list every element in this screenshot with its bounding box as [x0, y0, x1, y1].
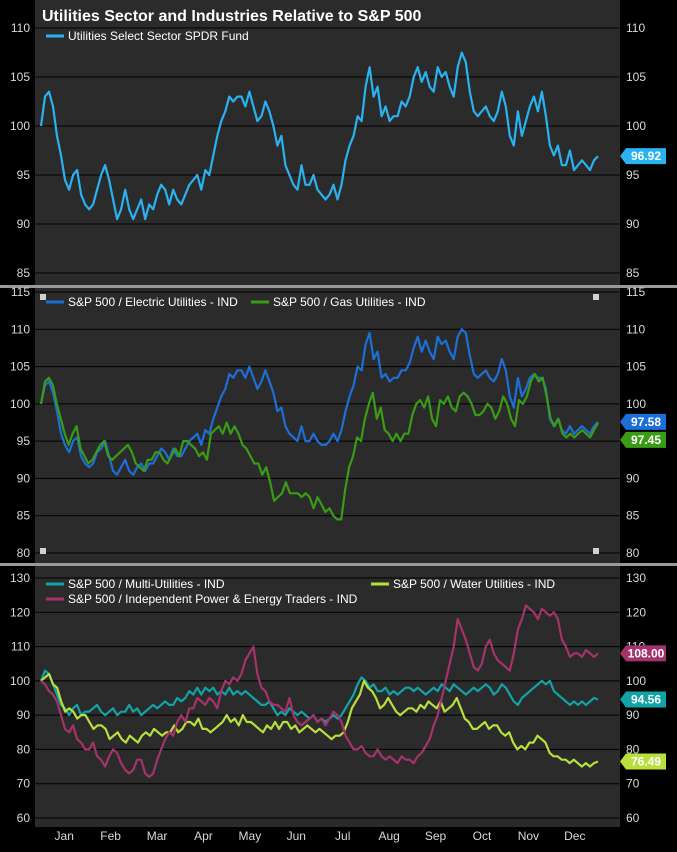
y-tick-label-left: 110	[11, 322, 30, 336]
y-tick-label-right: 80	[626, 546, 640, 560]
month-label: Dec	[564, 829, 585, 843]
last-value-label: 94.56	[631, 693, 661, 707]
y-tick-label-left: 115	[11, 285, 30, 299]
y-tick-label-left: 70	[17, 777, 31, 791]
series-line-s-p-500-gas-utilities-ind	[39, 372, 599, 521]
y-tick-label-right: 110	[626, 322, 645, 336]
last-value-badge: 97.58	[620, 413, 666, 430]
month-label: Mar	[147, 829, 168, 843]
last-value-label: 96.92	[631, 149, 661, 163]
badge-shape	[620, 148, 666, 165]
month-label: Jun	[287, 829, 306, 843]
y-tick-label-left: 130	[10, 571, 30, 585]
y-tick-label-right: 105	[626, 70, 646, 84]
month-axis: Jan Feb Mar Apr May Jun Jul Aug Sep Oct Nov Dec	[55, 829, 586, 843]
legend-entry: Utilities Select Sector SPDR Fund	[68, 29, 249, 43]
y-tick-label-right: 110	[626, 21, 645, 35]
panel-corner-marker	[593, 548, 599, 554]
badge-shape	[620, 691, 666, 708]
month-label: Apr	[194, 829, 213, 843]
y-tick-label-left: 110	[11, 640, 30, 654]
y-tick-label-left: 80	[17, 546, 31, 560]
legend-entry: S&P 500 / Electric Utilities - IND	[68, 295, 238, 309]
month-label: Nov	[518, 829, 539, 843]
last-value-label: 97.58	[631, 415, 661, 429]
y-tick-label-right: 90	[626, 217, 640, 231]
badge-shape	[620, 431, 666, 448]
last-value-badge: 97.45	[620, 431, 666, 448]
series-line-s-p-500-independent-power-energy-traders-ind	[40, 604, 599, 778]
y-tick-label-left: 60	[17, 811, 31, 825]
legend-entry: S&P 500 / Multi-Utilities - IND	[68, 577, 225, 591]
panel-2: 8080858590909595100100105105110110115115…	[10, 285, 666, 560]
last-value-label: 97.45	[631, 433, 661, 447]
plot-background	[35, 0, 620, 827]
month-label: Feb	[100, 829, 121, 843]
last-value-label: 76.49	[631, 754, 661, 768]
y-tick-label-left: 110	[11, 21, 30, 35]
month-label: Sep	[425, 829, 447, 843]
y-tick-label-right: 90	[626, 471, 640, 485]
y-tick-label-right: 95	[626, 168, 640, 182]
y-tick-label-right: 105	[626, 360, 646, 374]
last-value-badge: 76.49	[620, 753, 666, 770]
y-tick-label-left: 100	[10, 119, 30, 133]
y-tick-label-left: 85	[17, 509, 31, 523]
y-tick-label-left: 90	[17, 708, 31, 722]
y-tick-label-left: 90	[17, 217, 31, 231]
y-tick-label-left: 105	[10, 360, 30, 374]
month-label: Jul	[335, 829, 350, 843]
y-tick-label-left: 95	[17, 434, 31, 448]
last-value-badge: 96.92	[620, 148, 666, 165]
y-tick-label-right: 90	[626, 708, 640, 722]
panel-corner-marker	[593, 294, 599, 300]
y-tick-label-left: 100	[10, 397, 30, 411]
series-line-utilities-select-sector-spdr-fund	[39, 51, 599, 221]
y-tick-label-right: 60	[626, 811, 640, 825]
y-tick-label-right: 70	[626, 777, 640, 791]
month-label: Aug	[378, 829, 399, 843]
y-tick-label-right: 115	[626, 285, 645, 299]
series-line-s-p-500-electric-utilities-ind	[39, 328, 599, 476]
y-tick-label-right: 100	[626, 119, 646, 133]
panel-corner-marker	[40, 548, 46, 554]
y-tick-label-left: 105	[10, 70, 30, 84]
y-tick-label-right: 100	[626, 674, 646, 688]
last-value-badge: 94.56	[620, 691, 666, 708]
y-tick-label-left: 120	[10, 605, 30, 619]
panel-3: 6060707080809090100100110110120120130130…	[10, 571, 666, 825]
last-value-badge: 108.00	[620, 645, 666, 662]
chart-title: Utilities Sector and Industries Relative…	[42, 8, 421, 25]
month-label: Oct	[473, 829, 492, 843]
badge-shape	[620, 753, 666, 770]
y-tick-label-left: 90	[17, 471, 31, 485]
y-tick-label-right: 100	[626, 397, 646, 411]
chart-panels: 85 85 90 90 95 95 100 100 105 105 110 110 Utilities …	[0, 21, 677, 825]
y-tick-label-right: 80	[626, 742, 640, 756]
series-line-s-p-500-water-utilities-ind	[40, 672, 599, 768]
legend-entry: S&P 500 / Gas Utilities - IND	[273, 295, 426, 309]
badge-shape	[620, 413, 666, 430]
month-label: Jan	[55, 829, 74, 843]
y-tick-label-left: 85	[17, 266, 31, 280]
y-tick-label-right: 120	[626, 605, 646, 619]
badge-shape	[620, 645, 666, 662]
y-tick-label-right: 85	[626, 266, 640, 280]
last-value-label: 108.00	[628, 646, 665, 660]
y-tick-label-left: 100	[10, 674, 30, 688]
y-tick-label-right: 130	[626, 571, 646, 585]
panel-corner-marker	[40, 294, 46, 300]
panel-1: 85 85 90 90 95 95 100 100 105 105 110 110 Utilities …	[10, 21, 666, 280]
y-tick-label-right: 85	[626, 509, 640, 523]
legend-entry: S&P 500 / Independent Power & Energy Tra…	[68, 592, 358, 606]
legend-entry: S&P 500 / Water Utilities - IND	[393, 577, 555, 591]
month-label: May	[239, 829, 262, 843]
y-tick-label-left: 95	[17, 168, 31, 182]
y-tick-label-left: 80	[17, 742, 31, 756]
